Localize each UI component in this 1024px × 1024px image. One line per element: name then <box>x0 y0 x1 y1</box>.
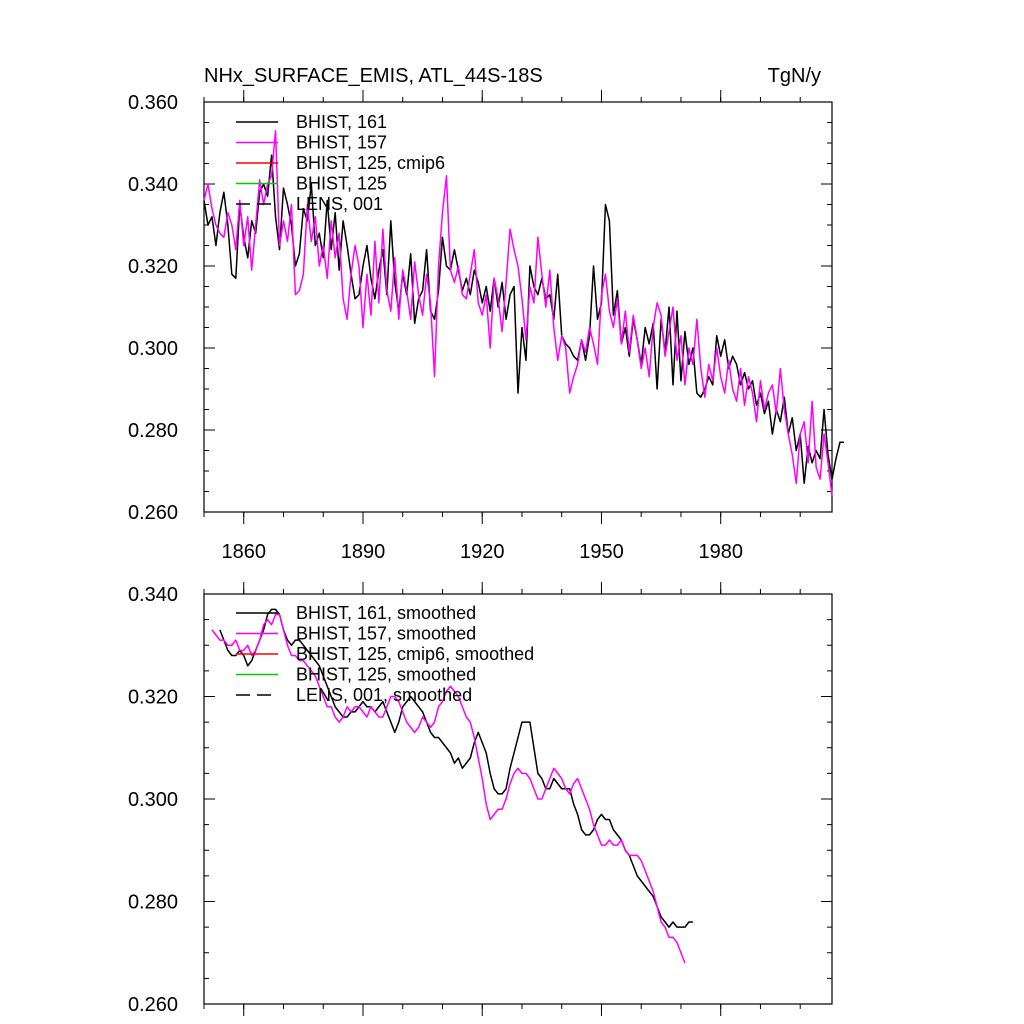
chart-1-legend-label-4: BHIST, 125, smoothed <box>296 665 476 685</box>
chart-1-series-line-2 <box>211 613 686 964</box>
chart-0-xtick-label: 1890 <box>341 541 386 563</box>
chart-0-xtick-label: 1920 <box>460 541 505 563</box>
plot-title: NHx_SURFACE_EMIS, ATL_44S-18S <box>204 65 543 87</box>
chart-0-xtick-label: 1950 <box>579 541 624 563</box>
chart-0-legend-label-2: BHIST, 157 <box>296 133 387 153</box>
chart-1-ytick-label: 0.300 <box>128 789 178 811</box>
chart-1-series-line-1 <box>219 608 693 928</box>
chart-0-ytick-label: 0.360 <box>128 92 178 114</box>
chart-1-ytick-label: 0.340 <box>128 584 178 606</box>
chart-0-ytick-label: 0.280 <box>128 420 178 442</box>
chart-1-ytick-label: 0.320 <box>128 687 178 709</box>
chart-1-ytick-label: 0.280 <box>128 892 178 914</box>
chart-0-series-line-1 <box>203 154 844 485</box>
chart-0-legend-label-1: BHIST, 161 <box>296 112 387 132</box>
bottom-panel: 0.260 0.280 0.300 0.320 0.340 BHIST, 161, smo… <box>128 582 833 1016</box>
chart-0-ytick-label: 0.260 <box>128 502 178 524</box>
chart-0-series-line-2 <box>203 129 833 496</box>
chart-0-ytick-label: 0.300 <box>128 338 178 360</box>
chart-1-legend-label-5: LENS, 001, smoothed <box>296 685 472 705</box>
chart-1-legend-label-3: BHIST, 125, cmip6, smoothed <box>296 644 534 664</box>
chart-1-ytick-label: 0.260 <box>128 994 178 1016</box>
chart-0-ytick-label: 0.320 <box>128 256 178 278</box>
chart-0-ytick-label: 0.340 <box>128 174 178 196</box>
chart-0-xtick-label: 1980 <box>698 541 743 563</box>
chart-0-legend-label-4: BHIST, 125 <box>296 174 387 194</box>
chart-0-legend-label-5: LENS, 001 <box>296 194 383 214</box>
plot-units: TgN/y <box>768 65 821 87</box>
chart-0-legend-label-3: BHIST, 125, cmip6 <box>296 153 445 173</box>
chart-1-legend-label-1: BHIST, 161, smoothed <box>296 603 476 623</box>
chart-0-xtick-label: 1860 <box>221 541 266 563</box>
chart-1-legend-label-2: BHIST, 157, smoothed <box>296 624 476 644</box>
top-panel: 0.260 0.280 0.300 0.320 0.340 0.360 1860 1890 19… <box>128 90 844 563</box>
